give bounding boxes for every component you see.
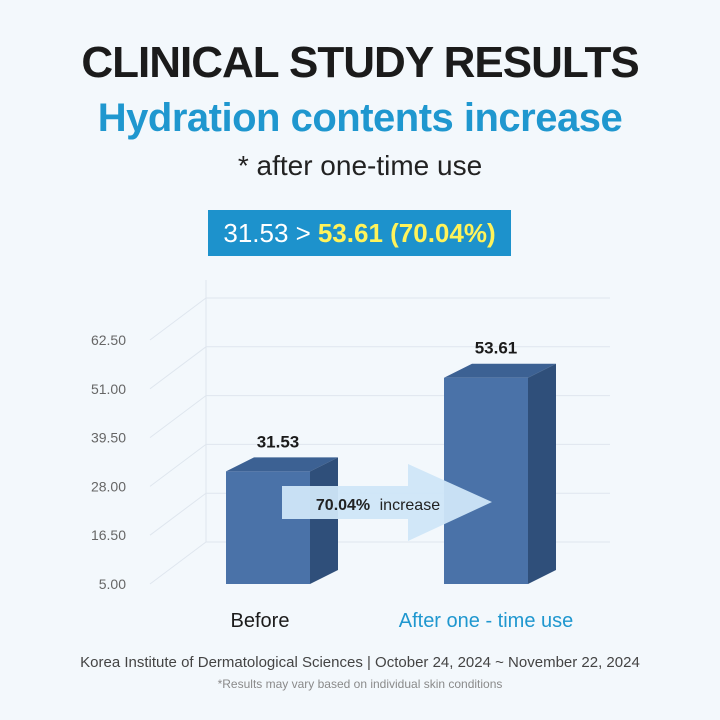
bar-top xyxy=(226,457,338,472)
result-summary-box: 31.53 > 53.61 (70.04%) xyxy=(208,210,511,256)
disclaimer-text: *Results may vary based on individual sk… xyxy=(217,677,503,691)
chart-bars xyxy=(226,363,556,584)
y-tick-label: 39.50 xyxy=(91,430,126,446)
y-tick-label: 51.00 xyxy=(91,381,126,397)
y-tick-label: 16.50 xyxy=(91,527,126,543)
bar-top xyxy=(444,363,556,378)
result-after-value: 53.61 (70.04%) xyxy=(317,217,496,248)
increase-arrow-label: 70.04% increase xyxy=(316,497,440,514)
bar-value-label: 31.53 xyxy=(257,432,300,451)
page-subtitle: Hydration contents increase xyxy=(97,96,623,140)
y-axis-ticks: 5.00 16.50 28.00 39.50 51.00 62.50 xyxy=(91,332,126,592)
y-tick-label: 28.00 xyxy=(91,478,126,494)
bar-after xyxy=(444,377,528,584)
hydration-bar-chart: 5.00 16.50 28.00 39.50 51.00 62.50 70.04% inc… xyxy=(91,280,610,632)
bar-value-label: 53.61 xyxy=(475,339,518,358)
y-tick-label: 62.50 xyxy=(91,332,126,348)
study-source: Korea Institute of Dermatological Scienc… xyxy=(80,654,640,671)
usage-note: * after one-time use xyxy=(237,150,483,181)
bar-side xyxy=(310,457,338,584)
bar-side xyxy=(528,363,556,584)
increase-word: increase xyxy=(380,497,441,514)
increase-arrow: 70.04% increase xyxy=(282,464,492,541)
result-before-value: 31.53 > xyxy=(223,217,311,248)
y-tick-label: 5.00 xyxy=(99,576,126,592)
category-label: Before xyxy=(231,610,290,632)
page-title: CLINICAL STUDY RESULTS xyxy=(81,38,639,87)
chart-labels: 31.53 Before 53.61 After one - time use xyxy=(231,339,574,632)
increase-percent: 70.04% xyxy=(316,497,370,514)
category-label: After one - time use xyxy=(399,610,574,632)
increase-arrow-shape xyxy=(282,464,492,541)
grid-line xyxy=(149,297,610,341)
